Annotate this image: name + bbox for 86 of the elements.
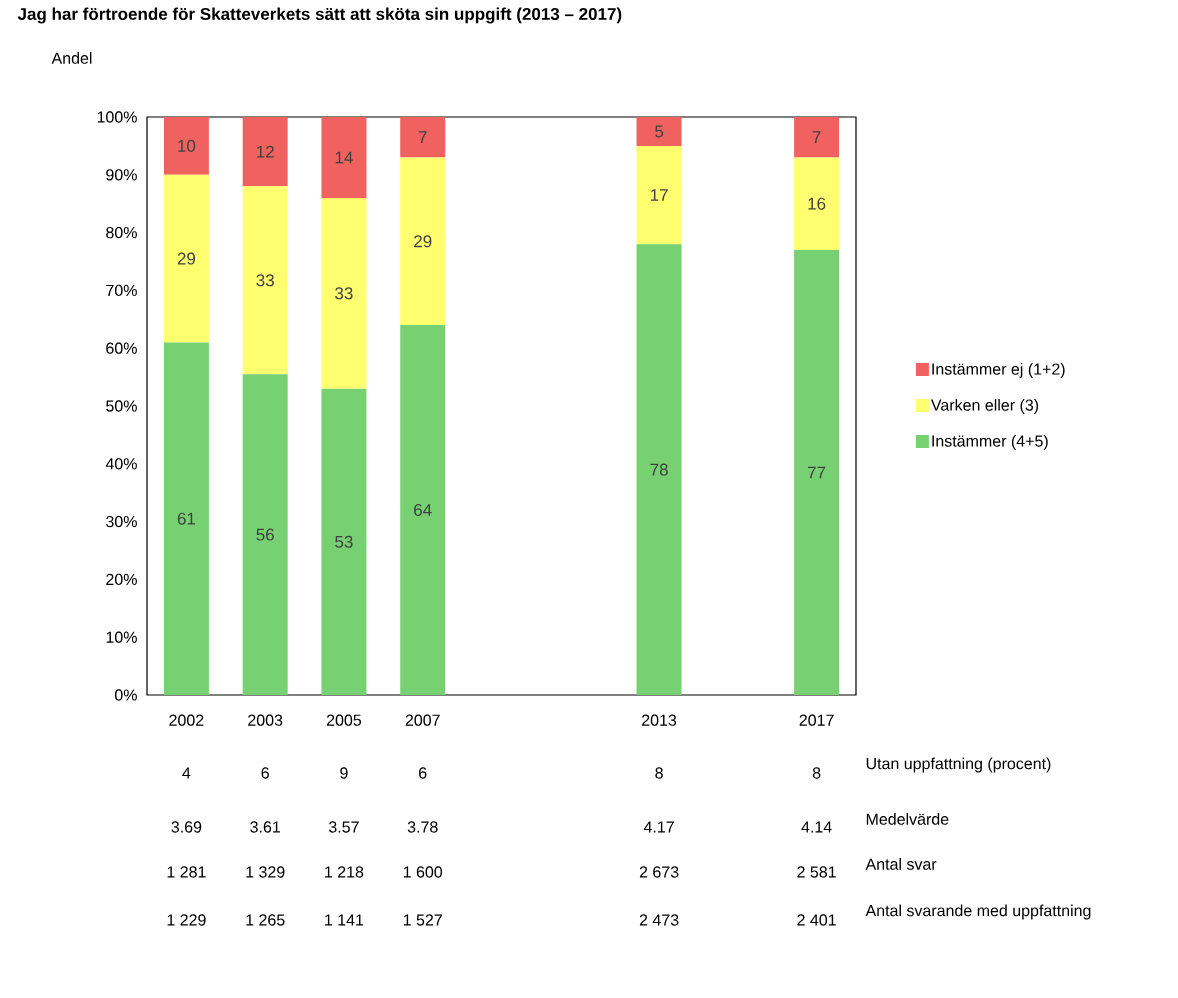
bar [794,249,840,695]
text: 6 [419,767,427,779]
text: 1 281 [167,866,206,878]
bar [636,145,682,245]
x-tick-label: 2017 [799,714,834,726]
text: 1 600 [403,866,443,878]
text: 1 141 [325,914,364,926]
y-tick-label: 90% [106,169,137,181]
bar [794,116,840,158]
bar [321,116,367,198]
text: 1 329 [246,866,285,878]
data-label: 7 [418,131,427,144]
data-label: 14 [335,151,353,164]
legend-label: Instämmer ej (1+2) [932,363,1065,378]
text: Medelvärde [866,813,949,825]
x-tick-label: 2003 [248,714,283,726]
text: 1 218 [325,866,364,878]
bar [400,157,446,326]
y-tick-label: 100% [97,111,137,123]
bar [242,374,288,695]
text: Utan uppfattning (procent) [866,757,1051,773]
y-tick-label: 60% [106,342,137,354]
data-label: 29 [177,252,196,265]
text: 3.78 [407,821,438,833]
data-label: 61 [177,512,196,525]
data-label: 77 [808,466,826,479]
y-axis-title: Andel [51,52,92,64]
x-tick-label: 2005 [326,714,362,726]
text: 4 [182,767,191,779]
text: 6 [261,767,269,779]
y-tick-label: 40% [105,458,137,470]
data-label: 16 [808,197,826,210]
y-tick-label: 20% [106,573,137,586]
data-label: 64 [414,503,432,517]
text: 8 [812,767,821,779]
bar [242,116,288,187]
x-tick-label: 2002 [169,714,204,726]
y-tick-label: 50% [106,400,137,412]
bar [636,244,682,695]
x-tick-label: 2007 [405,714,440,726]
bar [163,116,209,175]
text: 3.69 [171,821,202,833]
bar [163,342,209,695]
legend-label: Varken eller (3) [930,398,1039,414]
data-label: 10 [178,139,196,152]
data-label: 53 [335,535,353,548]
bar [400,325,446,695]
text: 2 473 [639,914,679,926]
bar [242,186,288,375]
text: 1 265 [246,914,285,926]
text: 3.61 [250,821,280,833]
data-label: 17 [650,189,668,201]
y-tick-label: 0% [114,689,137,701]
text: Antal svarande med uppfattning [865,904,1091,920]
text: 3.57 [328,821,359,833]
text: 4.17 [643,821,674,833]
data-label: 78 [650,463,668,476]
bar [636,116,682,146]
text: 2 673 [639,866,679,878]
bar [321,197,367,389]
text: 9 [340,767,348,779]
legend-label: Instämmer (4+5) [932,434,1048,450]
text: 1 527 [403,914,442,926]
y-tick-label: 80% [106,226,137,239]
y-tick-label: 10% [106,631,137,643]
text: 2 581 [797,866,836,878]
data-label: 12 [257,145,274,158]
data-label: 56 [256,528,274,541]
bar [163,174,209,343]
data-label: 33 [256,274,274,287]
bar [400,116,446,158]
text: 1 229 [167,914,206,926]
y-tick-label: 30% [106,515,137,528]
chart-title: Jag har förtroende för Skatteverkets sätt att sköta sin uppgift (2013 – 2017) [17,7,622,24]
data-label: 5 [655,125,664,138]
bar [321,388,367,695]
y-tick-label: 70% [106,284,137,297]
data-label: 29 [414,235,432,248]
text: 4.14 [801,821,832,833]
data-label: 7 [812,131,821,144]
text: 8 [655,767,663,779]
data-label: 33 [335,287,353,300]
bar [794,157,840,250]
text: 2 401 [797,914,836,926]
text: Antal svar [865,858,937,870]
x-tick-label: 2013 [642,714,677,726]
